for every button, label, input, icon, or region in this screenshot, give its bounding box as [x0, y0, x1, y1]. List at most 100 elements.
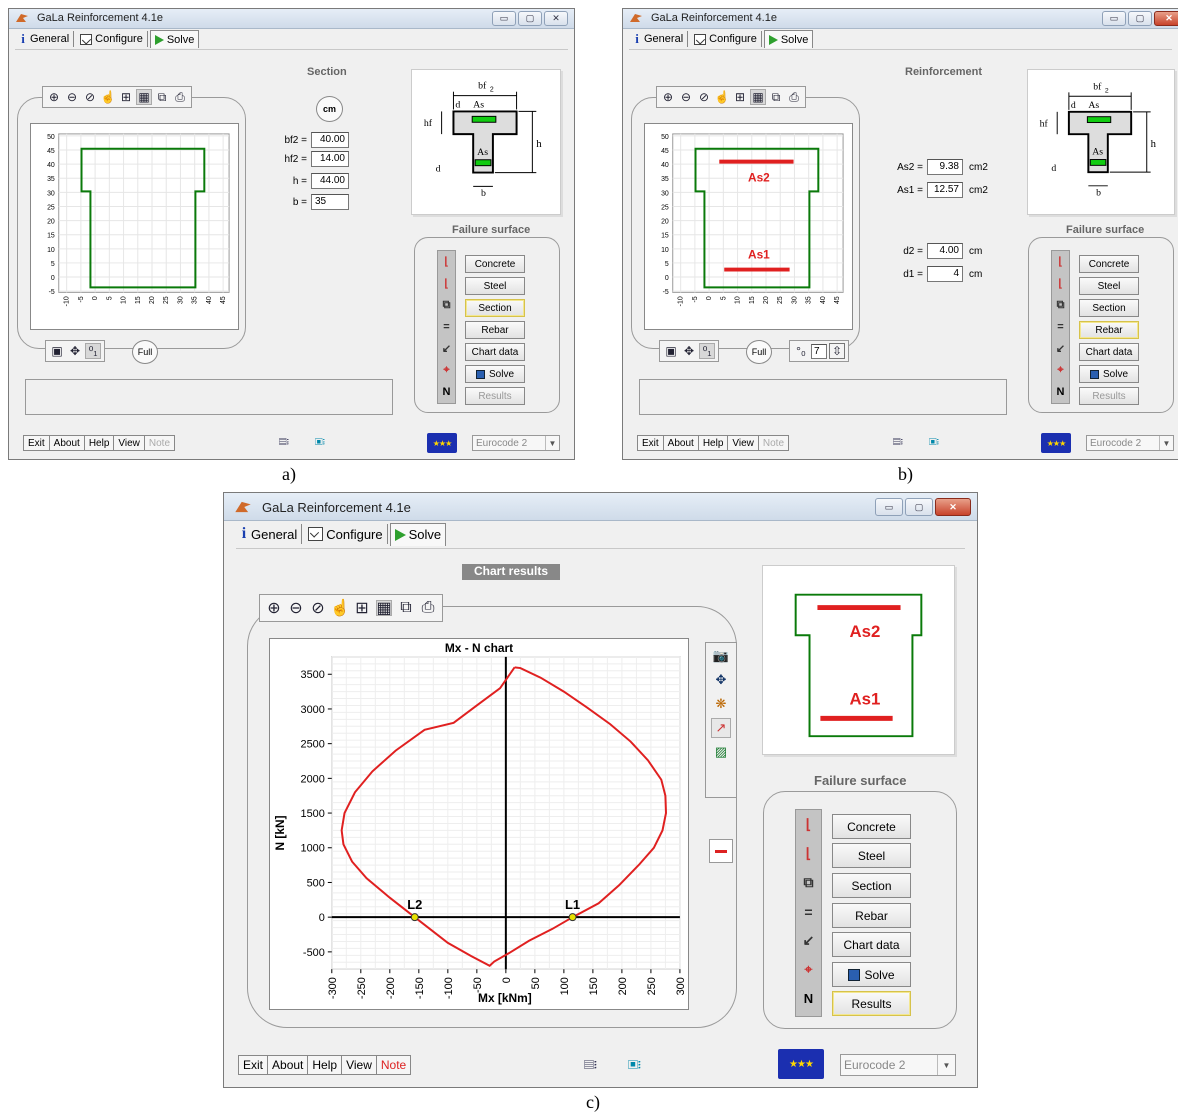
zoom-reset-icon[interactable]: ⊘	[698, 90, 710, 104]
d2-field[interactable]: 4.00	[927, 243, 963, 259]
b-field[interactable]: 35	[311, 194, 349, 210]
results-button[interactable]: Results	[832, 991, 911, 1016]
exit-button[interactable]: Exit	[239, 1056, 269, 1074]
help-button[interactable]: Help	[699, 436, 729, 450]
layout-icon[interactable]: ▤፧	[584, 1057, 597, 1072]
zoom-out-icon[interactable]: ⊖	[680, 90, 692, 104]
zoom-in-icon[interactable]: ⊕	[267, 600, 281, 617]
camera-icon[interactable]: 📷	[712, 648, 730, 663]
remove-curve-button[interactable]	[709, 839, 733, 863]
tab-general[interactable]: i General	[236, 524, 303, 544]
grid-icon[interactable]: ▦	[750, 89, 766, 105]
layout-icon[interactable]: ▤፧	[893, 437, 903, 448]
steel-button[interactable]: Steel	[832, 843, 911, 868]
calc-status-icon[interactable]: ▣፧	[929, 437, 939, 448]
code-select[interactable]: Eurocode 2 ▼	[472, 435, 560, 451]
solve-button[interactable]: Solve	[832, 962, 911, 987]
unit-cm-button[interactable]: cm	[316, 96, 343, 122]
note-button[interactable]: Note	[148, 437, 171, 449]
results-button[interactable]: Results	[465, 387, 525, 405]
tab-configure[interactable]: Configure	[76, 31, 148, 47]
zoom-in-icon[interactable]: ⊕	[662, 90, 674, 104]
code-select[interactable]: Eurocode 2 ▼	[1086, 435, 1174, 451]
minimize-button[interactable]: ▭	[875, 498, 903, 516]
minimize-button[interactable]: ▭	[492, 11, 516, 26]
excel-icon[interactable]: ▨	[714, 744, 728, 759]
exit-button[interactable]: Exit	[24, 436, 50, 450]
section-button[interactable]: Section	[465, 299, 525, 317]
h-field[interactable]: 44.00	[311, 173, 349, 189]
move-icon[interactable]: ✥	[69, 344, 81, 358]
tab-solve[interactable]: Solve	[389, 522, 447, 546]
tab-configure[interactable]: Configure	[690, 31, 762, 47]
close-button[interactable]: ✕	[1154, 11, 1178, 26]
move-icon[interactable]: ✥	[715, 672, 727, 687]
calc-status-icon[interactable]: ▣፧	[628, 1057, 641, 1072]
d1-field[interactable]: 4	[927, 266, 963, 282]
about-button[interactable]: About	[268, 1056, 309, 1074]
tab-solve[interactable]: Solve	[763, 30, 814, 48]
close-button[interactable]: ✕	[935, 498, 971, 516]
solve-button[interactable]: Solve	[465, 365, 525, 383]
fit-icon[interactable]: ⊞	[355, 600, 369, 617]
spinner-arrows-icon[interactable]: ⇳	[829, 343, 845, 359]
as2-field[interactable]: 9.38	[927, 159, 963, 175]
help-button[interactable]: Help	[85, 436, 115, 450]
zoom-reset-icon[interactable]: ⊘	[311, 600, 325, 617]
settings-icon[interactable]: ▣	[51, 344, 63, 358]
copy-icon[interactable]: ⧉	[771, 89, 781, 104]
settings-icon[interactable]: ▣	[665, 344, 677, 358]
grid-icon[interactable]: ▦	[376, 600, 392, 617]
fit-icon[interactable]: ⊞	[120, 90, 132, 104]
tab-solve[interactable]: Solve	[149, 30, 200, 48]
grid-icon[interactable]: ▦	[136, 89, 152, 105]
print-icon[interactable]: ⎙	[789, 89, 799, 104]
pan-icon[interactable]: ☝	[714, 90, 730, 104]
tab-general[interactable]: i General	[629, 31, 689, 47]
pan-icon[interactable]: ☝	[100, 90, 116, 104]
hf2-field[interactable]: 14.00	[311, 151, 349, 167]
steel-button[interactable]: Steel	[465, 277, 525, 295]
calc-status-icon[interactable]: ▣፧	[315, 437, 325, 448]
code-select[interactable]: Eurocode 2 ▼	[840, 1054, 956, 1076]
view-button[interactable]: View	[342, 1056, 377, 1074]
full-button[interactable]: Full	[132, 340, 158, 364]
rebar-button[interactable]: Rebar	[1079, 321, 1139, 339]
tab-configure[interactable]: Configure	[304, 524, 388, 544]
zoom-out-icon[interactable]: ⊖	[66, 90, 78, 104]
about-button[interactable]: About	[50, 436, 85, 450]
steel-button[interactable]: Steel	[1079, 277, 1139, 295]
pan-icon[interactable]: ☝	[330, 600, 350, 617]
exit-button[interactable]: Exit	[638, 436, 664, 450]
maximize-button[interactable]: ▢	[518, 11, 542, 26]
note-button[interactable]: Note	[762, 437, 785, 449]
chart-data-button[interactable]: Chart data	[832, 932, 911, 957]
numbering-icon[interactable]: ⁰₁	[85, 343, 101, 359]
help-button[interactable]: Help	[308, 1056, 343, 1074]
note-button[interactable]: Note	[380, 1058, 407, 1072]
rebar-button[interactable]: Rebar	[465, 321, 525, 339]
about-button[interactable]: About	[664, 436, 699, 450]
fit-icon[interactable]: ⊞	[734, 90, 746, 104]
solve-button[interactable]: Solve	[1079, 365, 1139, 383]
as1-field[interactable]: 12.57	[927, 182, 963, 198]
copy-icon[interactable]: ⧉	[157, 89, 167, 104]
results-button[interactable]: Results	[1079, 387, 1139, 405]
numbering-icon[interactable]: ⁰₁	[699, 343, 715, 359]
section-button[interactable]: Section	[1079, 299, 1139, 317]
rebar-button[interactable]: Rebar	[832, 903, 911, 928]
concrete-button[interactable]: Concrete	[465, 255, 525, 273]
zoom-in-icon[interactable]: ⊕	[48, 90, 60, 104]
full-button[interactable]: Full	[746, 340, 772, 364]
concrete-button[interactable]: Concrete	[1079, 255, 1139, 273]
chart-data-button[interactable]: Chart data	[1079, 343, 1139, 361]
zoom-out-icon[interactable]: ⊖	[289, 600, 303, 617]
view-button[interactable]: View	[728, 436, 759, 450]
layout-icon[interactable]: ▤፧	[279, 437, 289, 448]
pointer-plus-icon[interactable]: ↗	[711, 718, 731, 738]
section-button[interactable]: Section	[832, 873, 911, 898]
concrete-button[interactable]: Concrete	[832, 814, 911, 839]
rebar-count-field[interactable]: 7	[811, 343, 827, 359]
maximize-button[interactable]: ▢	[1128, 11, 1152, 26]
move-icon[interactable]: ✥	[683, 344, 695, 358]
